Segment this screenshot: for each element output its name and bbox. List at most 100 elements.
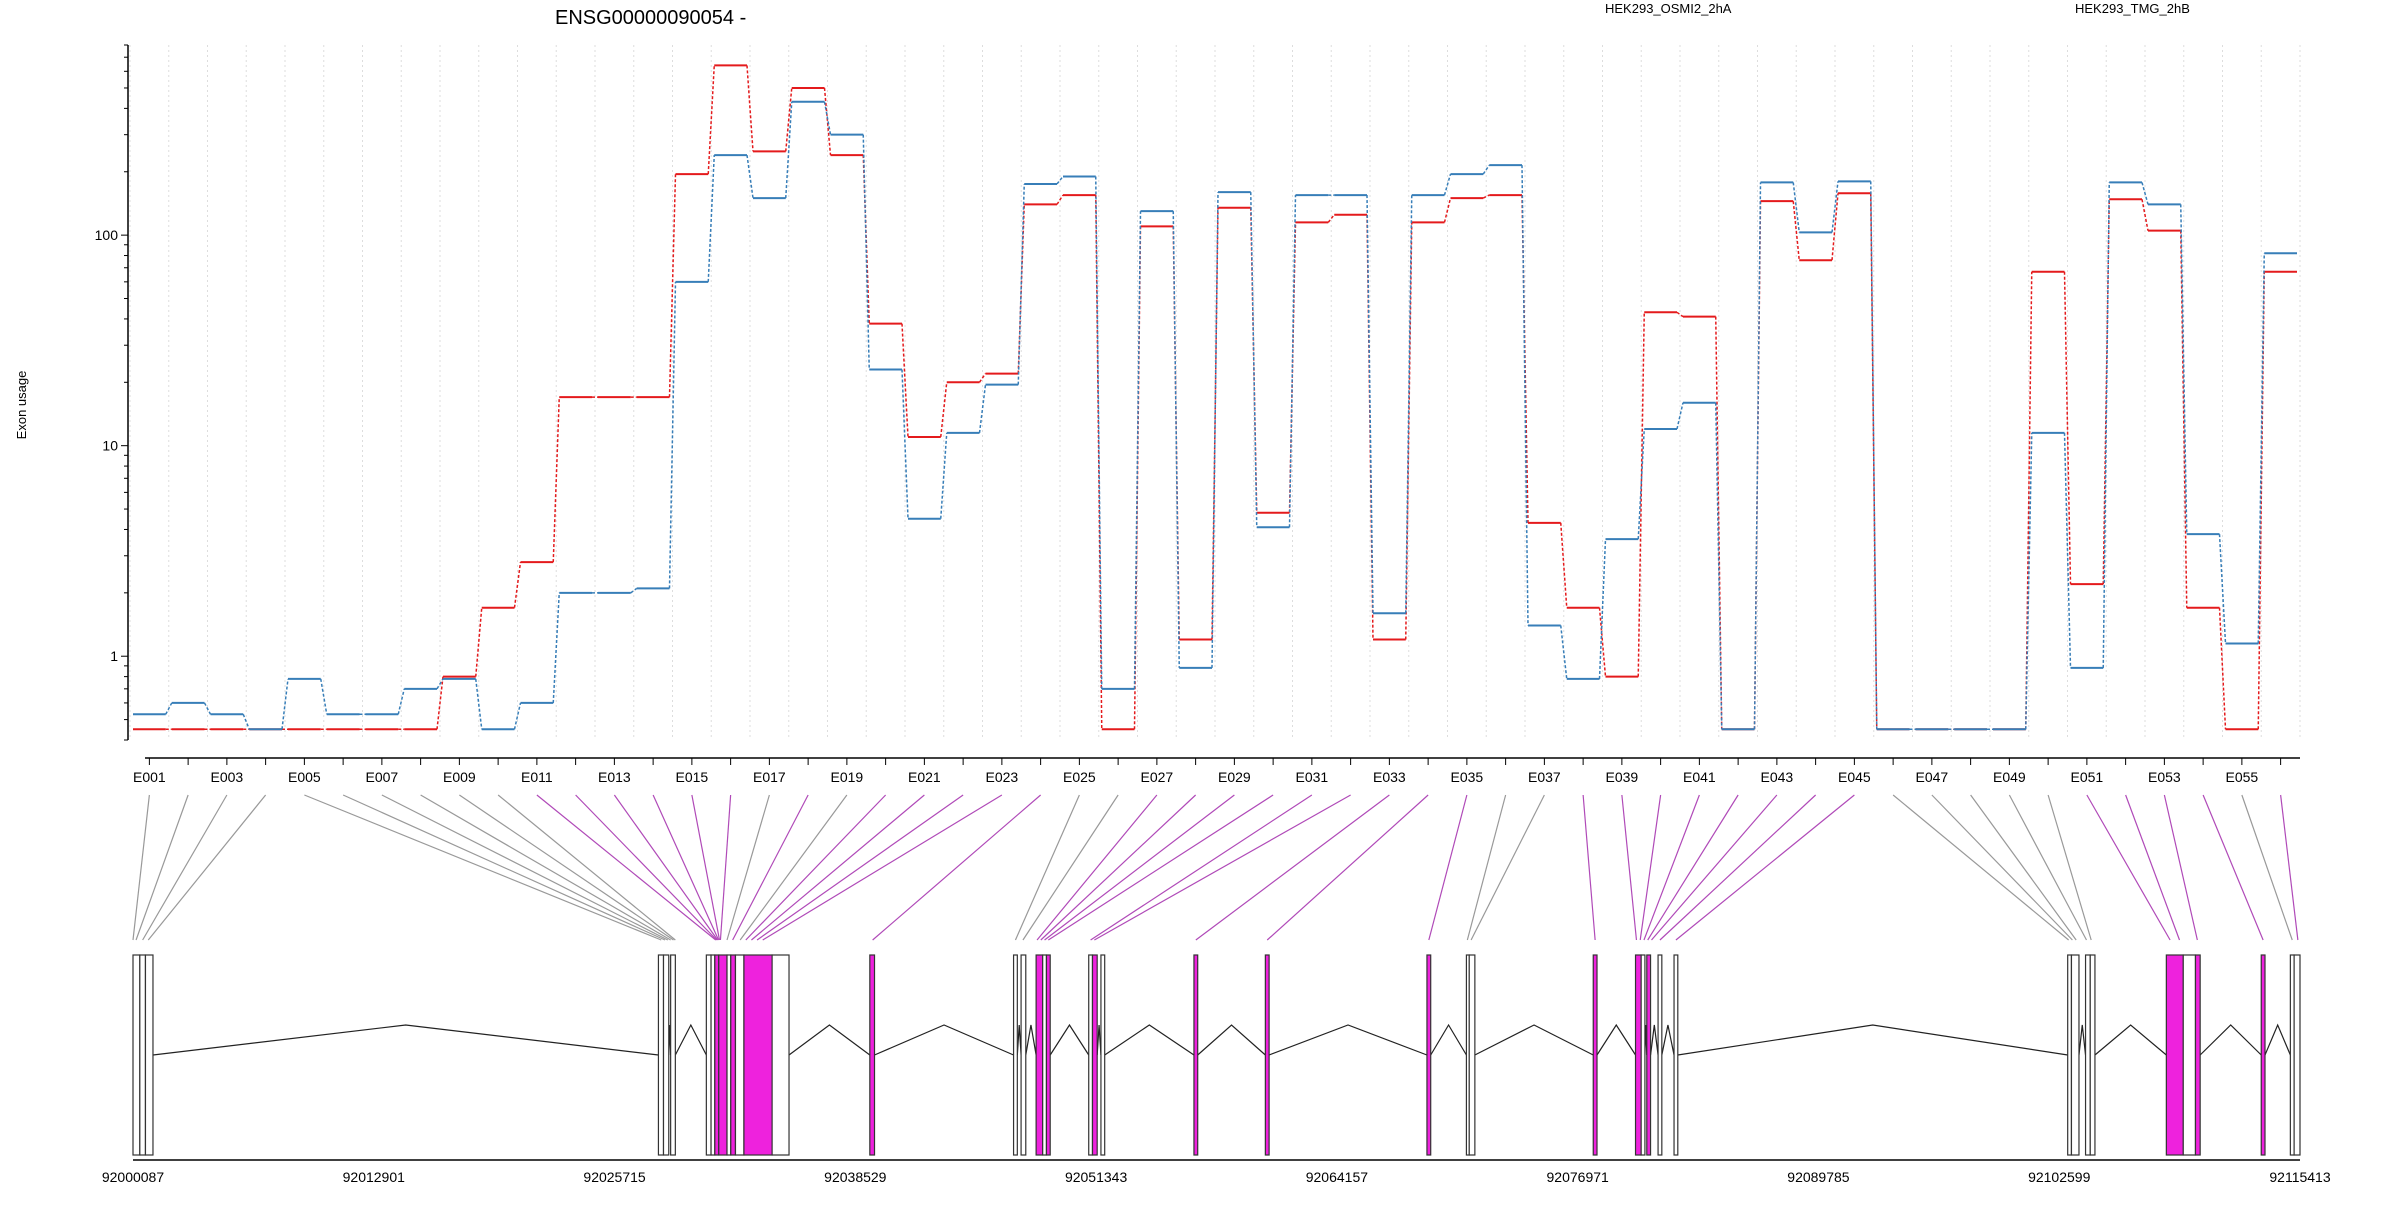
exon-connector-line xyxy=(1639,794,1662,941)
exon-usage-connector xyxy=(862,134,870,370)
exon-usage-connector xyxy=(668,281,677,589)
exon-usage-connector xyxy=(475,607,483,677)
exon-usage-connector xyxy=(1327,214,1335,223)
exon-connector-line xyxy=(719,794,732,941)
exon-connector-line xyxy=(1621,794,1638,941)
exon-connector-line xyxy=(1040,794,1197,941)
exon-usage-connector xyxy=(2141,182,2149,205)
gene-exon-box xyxy=(2293,954,2301,1156)
gene-exon-box xyxy=(2260,954,2266,1156)
exon-usage-connector xyxy=(1250,192,1258,528)
gene-exon-box xyxy=(1091,954,1098,1156)
exon-usage-connector xyxy=(165,702,173,715)
exon-connector-line xyxy=(1195,794,1390,941)
intron-line xyxy=(874,1024,1014,1056)
legend-entry-tmg: HEK293_TMG_2hB xyxy=(2075,1,2190,16)
exon-usage-connector xyxy=(1443,173,1452,196)
exon-usage-connector xyxy=(1870,193,1878,730)
x-tick-label: E039 xyxy=(1606,769,1639,785)
y-tick-label: 10 xyxy=(102,438,118,454)
intron-line xyxy=(1016,1024,1022,1056)
exon-usage-connector xyxy=(2180,230,2188,608)
y-tick-label: 100 xyxy=(95,227,119,243)
exon-usage-connector xyxy=(940,432,948,519)
x-tick-label: E045 xyxy=(1838,769,1871,785)
exon-usage-connector xyxy=(552,397,560,563)
x-tick-label: E035 xyxy=(1451,769,1484,785)
intron-line xyxy=(1596,1023,1637,1056)
exon-connector-line xyxy=(1266,794,1429,941)
gene-exon-box xyxy=(743,954,773,1156)
exon-usage-connector xyxy=(978,373,987,383)
exon-usage-connector xyxy=(1792,182,1800,233)
exon-usage-connector xyxy=(862,155,870,324)
exon-usage-connector xyxy=(823,87,832,156)
exon-usage-connector xyxy=(978,384,987,433)
exon-connector-line xyxy=(1094,794,1351,941)
exon-usage-connector xyxy=(2218,607,2227,730)
x-tick-label: E047 xyxy=(1916,769,1949,785)
gene-exon-box xyxy=(1012,954,1018,1156)
exon-usage-connector xyxy=(785,87,793,152)
exon-connector-line xyxy=(732,794,809,941)
exon-usage-connector xyxy=(746,154,754,199)
gene-exon-box xyxy=(1640,954,1646,1156)
exon-connector-line xyxy=(1470,794,1545,941)
genomic-tick-label: 92025715 xyxy=(583,1169,646,1185)
gene-exon-box xyxy=(730,954,737,1156)
genomic-tick-label: 92102599 xyxy=(2028,1169,2091,1185)
exon-connector-line xyxy=(420,794,671,941)
chart-title: ENSG00000090054 - xyxy=(555,7,746,29)
exon-usage-connector xyxy=(436,676,444,730)
exon-connector-line xyxy=(1090,794,1313,941)
exon-connector-line xyxy=(342,794,666,941)
exon-connector-line xyxy=(1036,794,1158,941)
exon-connector-line xyxy=(304,794,662,941)
exon-connector-line xyxy=(1892,794,2070,941)
genomic-tick-label: 92051343 xyxy=(1065,1169,1128,1185)
intron-line xyxy=(788,1024,871,1056)
exon-connector-line xyxy=(2163,794,2198,941)
x-tick-label: E001 xyxy=(133,769,166,785)
gene-exon-box xyxy=(1100,954,1106,1156)
exon-usage-connector xyxy=(1482,194,1490,199)
exon-usage-connector xyxy=(668,174,677,398)
intron-line xyxy=(1268,1024,1428,1056)
gene-exon-box xyxy=(2182,954,2197,1156)
exon-usage-connector xyxy=(203,702,212,715)
exon-connector-line xyxy=(2202,794,2264,941)
exon-connector-line xyxy=(872,794,1042,941)
exon-usage-connector xyxy=(1715,316,1723,730)
intron-line xyxy=(1104,1024,1195,1056)
intron-line xyxy=(1049,1023,1090,1056)
series-tmg xyxy=(133,100,2297,731)
gene-exon-box xyxy=(132,954,141,1156)
exon-connector-line xyxy=(1582,794,1596,941)
exon-usage-connector xyxy=(552,592,560,703)
exon-usage-connector xyxy=(901,323,909,438)
exon-usage-connector xyxy=(242,713,250,730)
exon-usage-connector xyxy=(513,561,522,608)
exon-connector-line xyxy=(575,794,718,941)
exon-usage-connector xyxy=(397,688,405,715)
exon-connector-line xyxy=(1466,794,1507,941)
exon-connector-line xyxy=(536,794,717,941)
x-tick-label: E031 xyxy=(1296,769,1329,785)
gene-exon-box xyxy=(662,954,670,1156)
exon-usage-connector xyxy=(630,587,638,594)
exon-connector-line xyxy=(726,794,770,941)
gene-exon-box xyxy=(1468,954,1476,1156)
gene-exon-box xyxy=(1673,954,1679,1156)
gene-exon-box xyxy=(1634,954,1642,1156)
x-tick-label: E029 xyxy=(1218,769,1251,785)
exon-usage-connector xyxy=(2025,432,2033,730)
exon-connector-line xyxy=(1651,794,1778,941)
y-axis-label: Exon usage xyxy=(14,371,29,440)
exon-usage-connector xyxy=(1521,165,1529,626)
exon-connector-line xyxy=(1647,794,1739,941)
exon-usage-connector xyxy=(1211,192,1219,668)
intron-line xyxy=(152,1024,659,1056)
exon-usage-connector xyxy=(2063,432,2072,668)
x-tick-label: E011 xyxy=(521,769,553,785)
exon-usage-connector xyxy=(823,101,832,135)
